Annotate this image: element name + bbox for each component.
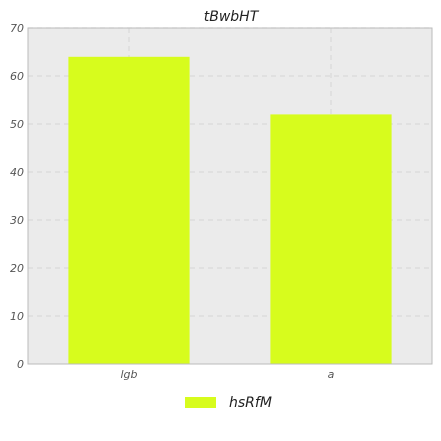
legend-swatch: [185, 397, 216, 408]
bar-a: [270, 114, 392, 365]
y-tick-label: 10: [10, 310, 24, 323]
y-tick-label: 60: [10, 70, 24, 83]
bar-lgb: [68, 56, 190, 365]
y-tick-label: 40: [10, 166, 24, 179]
y-tick-label: 50: [10, 118, 24, 131]
plot-frame: [27, 27, 433, 365]
y-tick-label: 30: [10, 214, 24, 227]
plot-area: 0 10 20 30 40 50 60 70 lgb a: [10, 22, 433, 381]
y-tick-label: 0: [17, 358, 24, 371]
legend: hsRfM: [185, 395, 272, 411]
y-tick-label: 70: [10, 22, 24, 35]
x-tick-label: lgb: [120, 368, 137, 381]
legend-label: hsRfM: [229, 395, 272, 411]
y-tick-label: 20: [10, 262, 24, 275]
chart-title: tBwbHT: [204, 9, 260, 25]
x-tick-label: a: [328, 368, 335, 381]
